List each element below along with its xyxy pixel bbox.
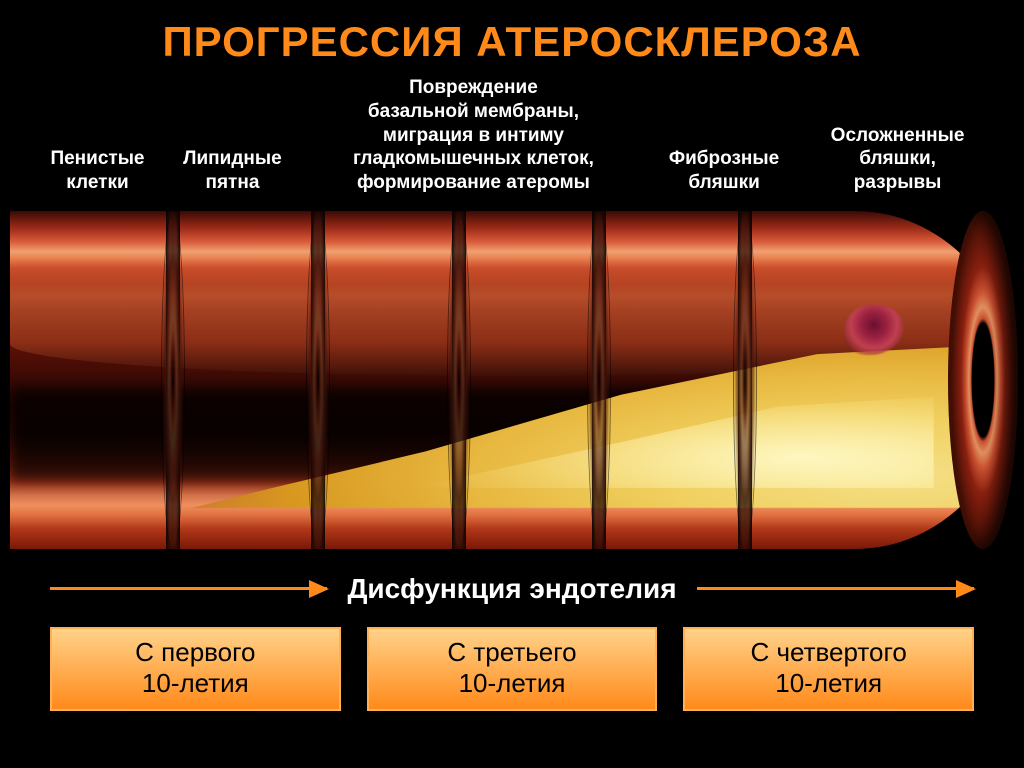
stage-labels-row: Пенистыеклетки Липидныепятна Повреждение… [0, 66, 1024, 203]
decade-boxes: С первого10-летия С третьего10-летия С ч… [50, 627, 974, 711]
timeline-arrow-right [697, 587, 974, 590]
timeline-arrow-left [50, 587, 327, 590]
stage-label-4: Осложненныебляшки,разрывы [801, 124, 994, 195]
artery-tube [10, 211, 1014, 549]
artery-end-cap [948, 211, 1018, 549]
timeline-label: Дисфункция эндотелия [347, 573, 676, 605]
decade-box-2: С третьего10-летия [367, 627, 658, 711]
stage-label-0: Пенистыеклетки [30, 147, 165, 195]
timeline-row: Дисфункция эндотелия [50, 573, 974, 605]
stage-label-2: Повреждениебазальной мембраны,миграция в… [300, 76, 647, 195]
artery-diagram [10, 211, 1014, 549]
decade-box-1: С первого10-летия [50, 627, 341, 711]
stage-label-3: Фиброзныебляшки [647, 147, 801, 195]
main-title: ПРОГРЕССИЯ АТЕРОСКЛЕРОЗА [0, 0, 1024, 66]
stage-label-1: Липидныепятна [165, 147, 300, 195]
decade-box-3: С четвертого10-летия [683, 627, 974, 711]
